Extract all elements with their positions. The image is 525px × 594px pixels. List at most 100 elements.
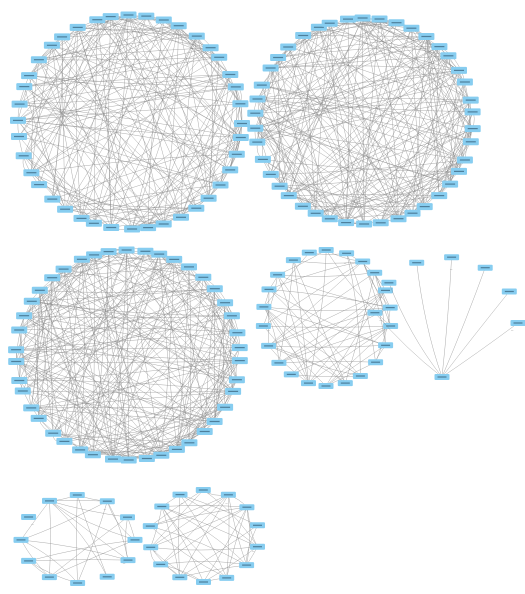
network-node[interactable]: [404, 209, 421, 217]
network-node[interactable]: [118, 246, 135, 254]
network-node[interactable]: [239, 504, 255, 511]
network-node[interactable]: [318, 383, 334, 389]
network-node[interactable]: [378, 342, 394, 349]
network-node[interactable]: [23, 169, 40, 177]
network-node[interactable]: [44, 274, 61, 282]
network-node[interactable]: [416, 203, 433, 211]
network-node[interactable]: [21, 557, 37, 564]
network-node[interactable]: [16, 83, 33, 91]
network-node[interactable]: [11, 100, 28, 108]
network-node[interactable]: [181, 439, 198, 447]
network-node[interactable]: [11, 133, 27, 140]
network-node[interactable]: [44, 195, 61, 203]
network-node[interactable]: [137, 247, 154, 255]
network-node[interactable]: [154, 503, 170, 510]
network-node[interactable]: [143, 544, 159, 551]
network-node[interactable]: [41, 574, 57, 581]
network-node[interactable]: [11, 326, 28, 334]
network-node[interactable]: [280, 43, 297, 51]
network-node[interactable]: [339, 250, 355, 257]
network-node[interactable]: [239, 562, 255, 569]
network-node[interactable]: [10, 116, 26, 124]
network-node[interactable]: [181, 263, 197, 271]
network-node[interactable]: [69, 492, 85, 498]
network-node[interactable]: [54, 33, 71, 41]
network-node[interactable]: [120, 514, 135, 521]
network-node[interactable]: [14, 387, 31, 395]
network-node[interactable]: [440, 52, 457, 60]
network-node[interactable]: [43, 41, 60, 49]
network-node[interactable]: [434, 374, 450, 380]
network-node[interactable]: [355, 258, 371, 265]
network-node[interactable]: [383, 323, 399, 329]
network-node[interactable]: [127, 536, 143, 543]
network-node[interactable]: [285, 257, 301, 264]
network-node[interactable]: [222, 71, 239, 78]
network-node[interactable]: [367, 269, 383, 276]
network-node[interactable]: [102, 13, 119, 21]
network-node[interactable]: [261, 342, 277, 349]
network-node[interactable]: [271, 359, 287, 366]
network-node[interactable]: [172, 574, 188, 581]
network-node[interactable]: [501, 288, 517, 295]
network-node[interactable]: [250, 543, 265, 550]
network-node[interactable]: [220, 491, 236, 498]
network-node[interactable]: [8, 358, 25, 365]
network-node[interactable]: [247, 109, 264, 117]
network-node[interactable]: [464, 108, 481, 116]
network-node[interactable]: [431, 43, 448, 51]
network-node[interactable]: [250, 522, 265, 529]
network-node[interactable]: [253, 81, 270, 89]
network-node[interactable]: [15, 152, 32, 160]
network-node[interactable]: [206, 418, 223, 425]
network-node[interactable]: [270, 54, 287, 61]
network-node[interactable]: [155, 16, 172, 24]
network-node[interactable]: [85, 219, 102, 227]
network-node[interactable]: [301, 249, 317, 256]
network-node[interactable]: [21, 72, 38, 80]
network-node[interactable]: [202, 44, 219, 52]
network-node[interactable]: [223, 312, 240, 320]
network-node[interactable]: [321, 19, 338, 27]
network-node[interactable]: [442, 180, 459, 188]
network-node[interactable]: [11, 377, 28, 384]
network-node[interactable]: [256, 303, 272, 310]
network-node[interactable]: [153, 451, 170, 459]
network-node[interactable]: [381, 279, 397, 286]
network-node[interactable]: [30, 56, 47, 64]
network-node[interactable]: [444, 254, 460, 261]
network-node[interactable]: [307, 209, 324, 217]
network-node[interactable]: [418, 33, 435, 40]
network-node[interactable]: [249, 138, 266, 146]
network-node[interactable]: [352, 373, 368, 379]
network-node[interactable]: [72, 446, 89, 454]
network-node[interactable]: [120, 456, 137, 464]
network-node[interactable]: [231, 357, 248, 365]
network-node[interactable]: [464, 125, 481, 133]
network-node[interactable]: [30, 414, 47, 422]
network-node[interactable]: [195, 273, 212, 281]
network-node[interactable]: [368, 359, 384, 366]
network-node[interactable]: [170, 22, 187, 30]
network-node[interactable]: [69, 23, 86, 31]
network-node[interactable]: [188, 204, 205, 212]
network-node[interactable]: [403, 24, 420, 32]
network-node[interactable]: [301, 380, 316, 387]
network-node[interactable]: [31, 181, 48, 189]
network-node[interactable]: [86, 251, 103, 259]
network-node[interactable]: [228, 150, 245, 158]
network-node[interactable]: [255, 323, 271, 329]
network-node[interactable]: [261, 286, 277, 293]
network-node[interactable]: [222, 166, 239, 174]
network-node[interactable]: [13, 536, 29, 543]
network-node[interactable]: [103, 224, 120, 231]
network-node[interactable]: [155, 220, 172, 228]
network-node[interactable]: [196, 428, 213, 435]
network-node[interactable]: [120, 11, 137, 19]
network-node[interactable]: [73, 255, 90, 263]
network-node[interactable]: [372, 219, 389, 227]
network-node[interactable]: [84, 451, 101, 459]
network-node[interactable]: [138, 12, 155, 20]
network-node[interactable]: [217, 299, 234, 307]
network-node[interactable]: [382, 304, 398, 311]
